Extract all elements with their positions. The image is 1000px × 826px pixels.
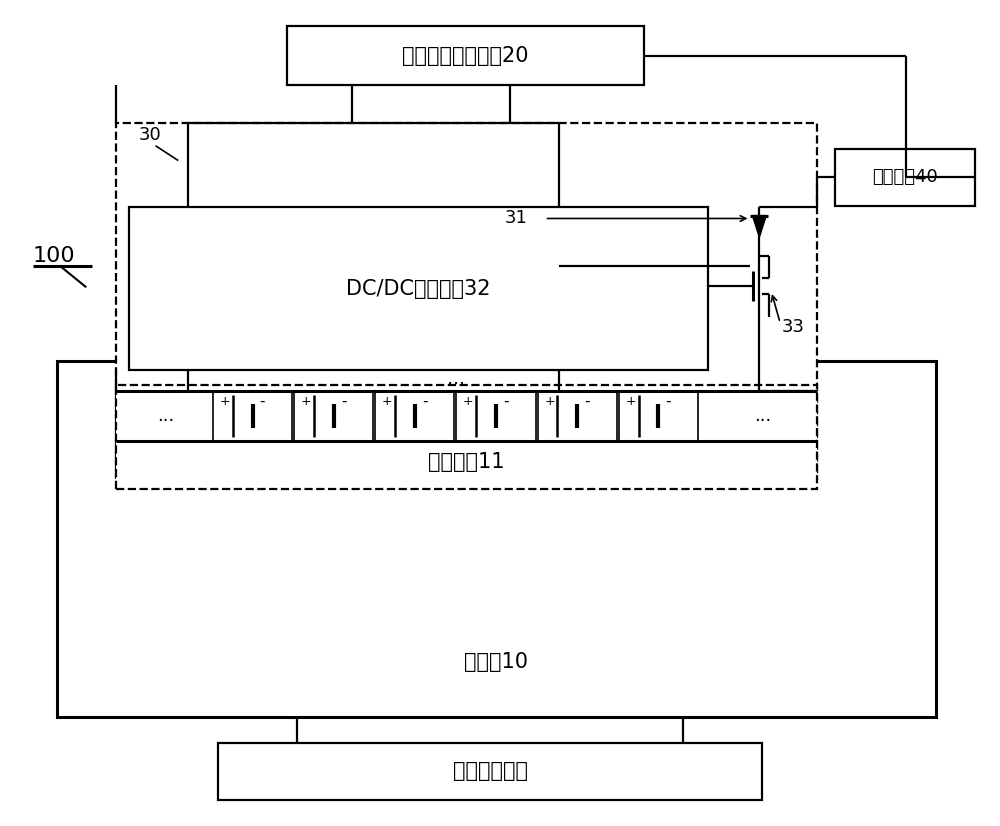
Text: 电池模组11: 电池模组11 — [428, 452, 505, 472]
Text: 整车高压回路: 整车高压回路 — [453, 762, 528, 781]
Text: 外部辅助均衡模块20: 外部辅助均衡模块20 — [402, 45, 529, 65]
Text: ...: ... — [157, 407, 174, 425]
Text: -: - — [584, 394, 590, 409]
Text: 31: 31 — [505, 210, 528, 227]
Bar — [57, 360, 936, 717]
Text: -: - — [666, 394, 671, 409]
Text: 33: 33 — [782, 318, 805, 336]
Text: -: - — [341, 394, 346, 409]
Bar — [218, 743, 762, 800]
Text: +: + — [219, 395, 230, 407]
Text: +: + — [301, 395, 311, 407]
Bar — [287, 26, 644, 85]
Text: +: + — [544, 395, 555, 407]
Text: ⋯: ⋯ — [446, 375, 464, 393]
Text: 100: 100 — [33, 245, 75, 266]
Text: 电池包10: 电池包10 — [464, 653, 528, 672]
Text: ...: ... — [754, 407, 771, 425]
Bar — [116, 385, 817, 489]
Text: +: + — [625, 395, 636, 407]
Bar — [129, 207, 708, 370]
Text: 控制模块40: 控制模块40 — [872, 169, 938, 187]
Text: 30: 30 — [139, 126, 161, 144]
Text: DC/DC转换单元32: DC/DC转换单元32 — [346, 278, 491, 299]
Text: -: - — [422, 394, 428, 409]
Bar — [835, 149, 975, 206]
Text: -: - — [260, 394, 265, 409]
Polygon shape — [752, 216, 766, 237]
Text: +: + — [382, 395, 392, 407]
Bar — [116, 123, 817, 479]
Text: +: + — [463, 395, 474, 407]
Text: -: - — [503, 394, 509, 409]
